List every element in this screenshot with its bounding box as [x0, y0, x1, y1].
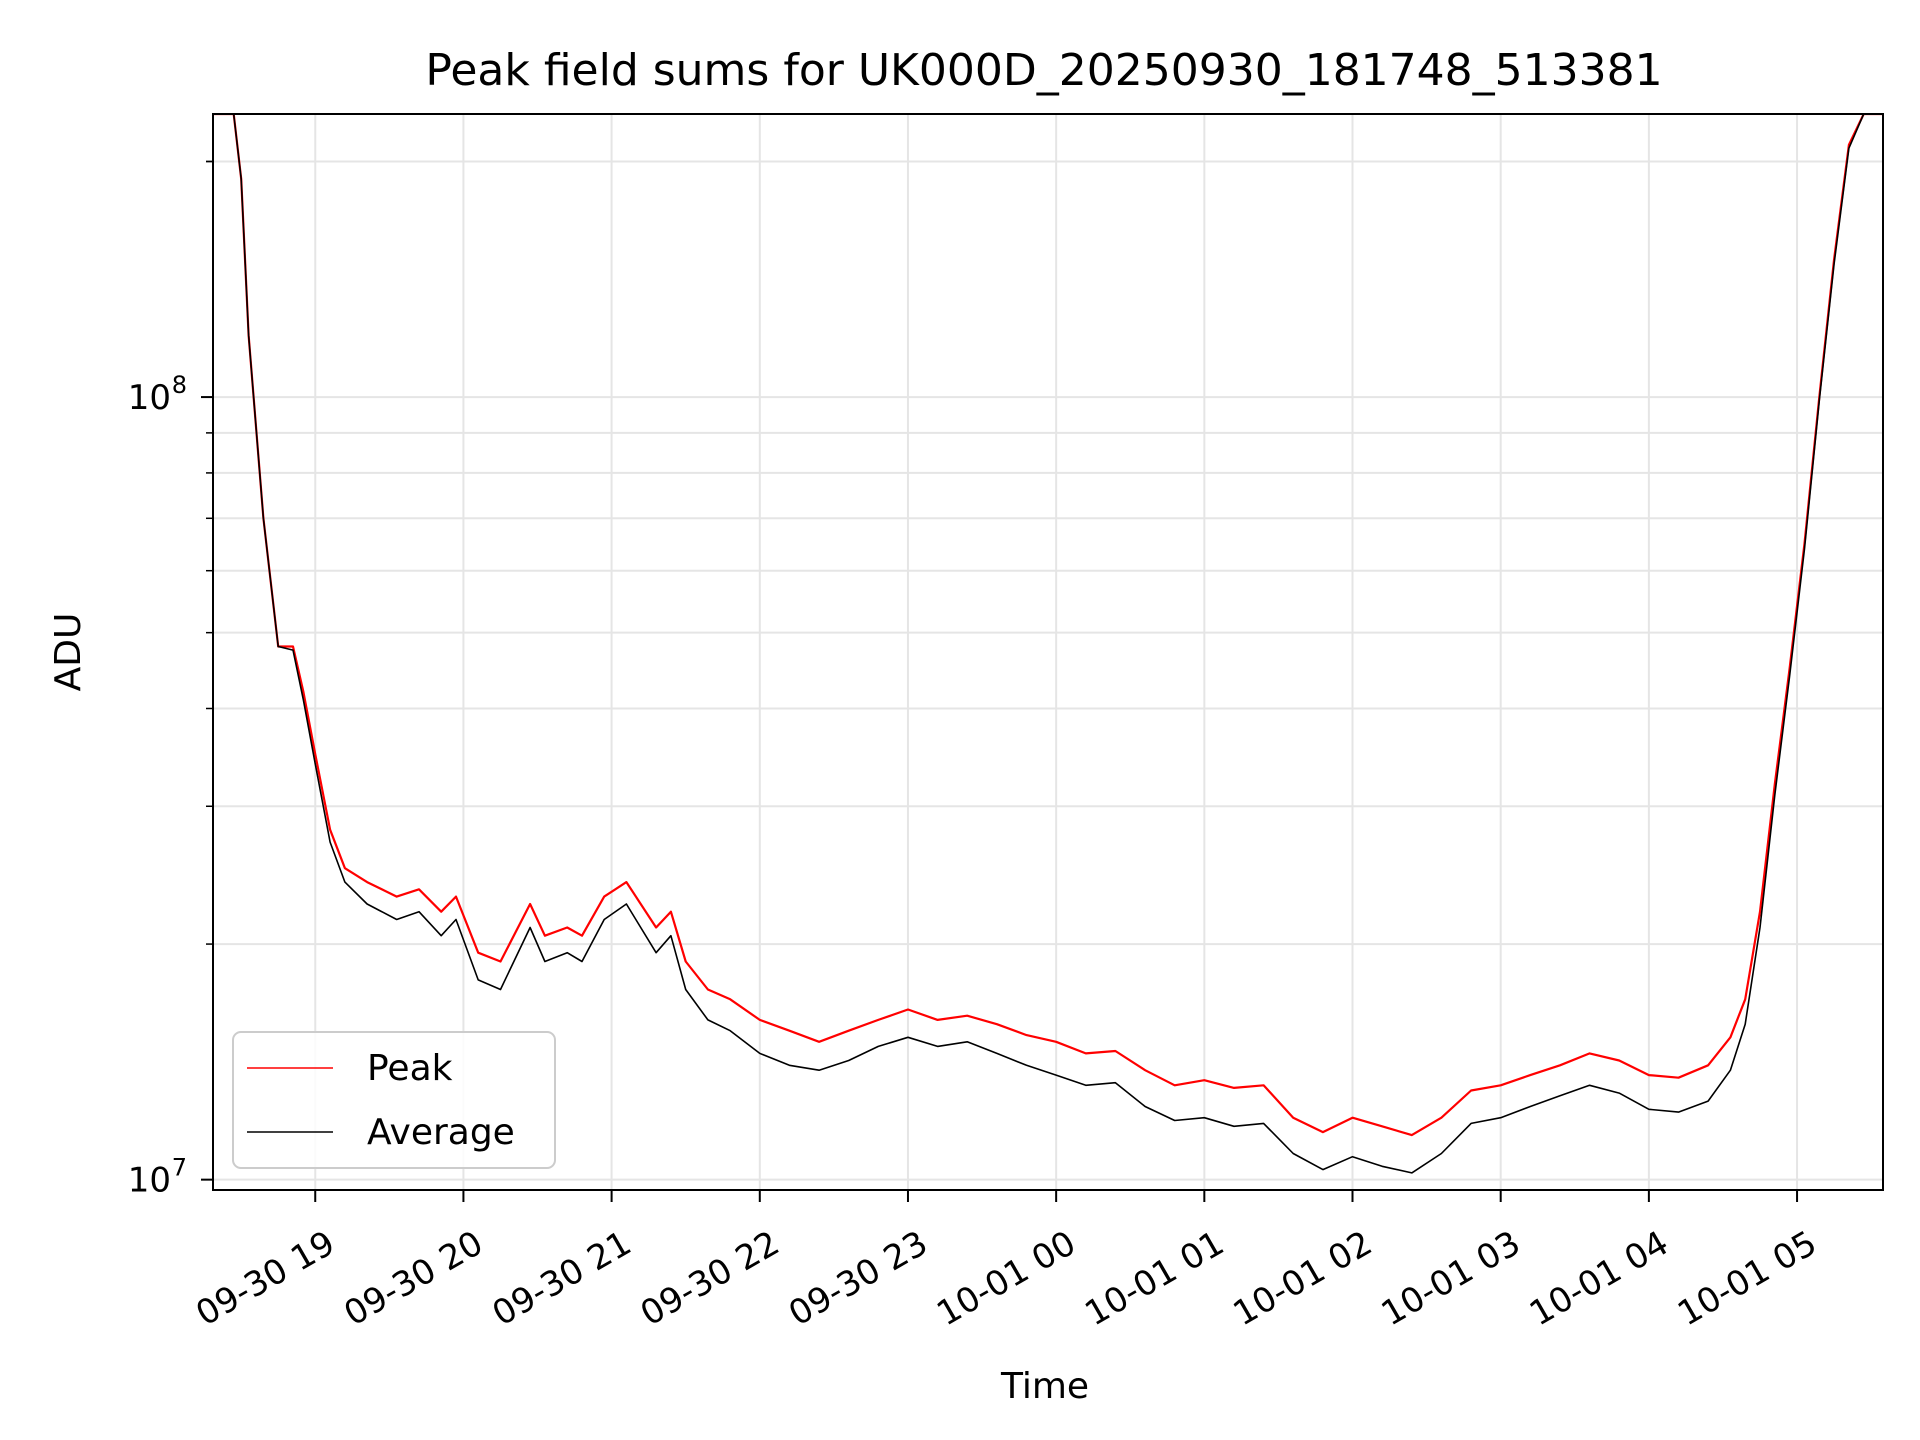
y-tick-label: 10: [128, 1161, 171, 1201]
series-line-average: [213, 114, 1883, 1174]
legend-label-peak: Peak: [367, 1048, 453, 1089]
grid: [213, 114, 1883, 1190]
legend-label-average: Average: [367, 1112, 515, 1153]
y-tick-label-base: 10: [128, 378, 171, 418]
plot-frame: [212, 113, 1884, 1191]
y-tick-label: 10: [128, 378, 171, 418]
y-tick-label-exponent: 7: [172, 1154, 187, 1182]
x-axis-label: Time: [1000, 1366, 1089, 1407]
legend-box: [232, 1031, 556, 1169]
series-layer: [213, 114, 1883, 1174]
y-tick-label-base: 10: [128, 1161, 171, 1201]
series-line-peak: [213, 114, 1883, 1137]
chart-title: Peak field sums for UK000D_20250930_1817…: [425, 45, 1662, 96]
y-axis-label: ADU: [48, 613, 89, 692]
y-tick-label-exponent: 8: [172, 371, 187, 399]
legend: Peak Average: [232, 1031, 556, 1169]
